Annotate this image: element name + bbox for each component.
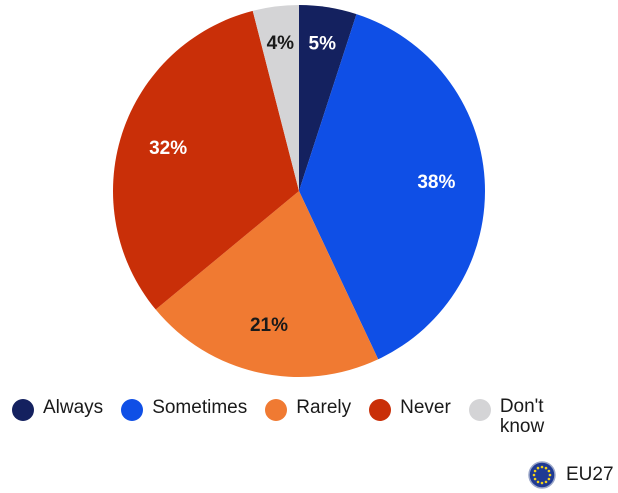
flag-star	[544, 466, 548, 470]
flag-star	[532, 473, 536, 477]
pie-slice-always	[299, 5, 357, 191]
slice-label-rarely: 21%	[250, 315, 288, 336]
legend-label-sometimes: Sometimes	[152, 397, 248, 418]
legend-label-rarely: Rarely	[296, 397, 352, 418]
flag-star	[533, 469, 537, 473]
flag-star	[540, 465, 544, 469]
flag-star	[540, 481, 544, 485]
legend-swatch-dont-know	[468, 399, 491, 421]
flag-star	[536, 480, 540, 484]
flag-star	[533, 477, 537, 481]
legend-item-never: Never	[369, 397, 451, 421]
legend: Always Sometimes Rarely Never Don't know	[12, 397, 574, 437]
eu-flag-icon	[528, 461, 556, 489]
legend-label-dont-know: Don't know	[499, 396, 545, 437]
legend-label-always: Always	[43, 397, 104, 418]
flag-star	[544, 480, 548, 484]
pie-slices	[112, 5, 485, 378]
slice-label-don-t-know: 4%	[267, 33, 295, 54]
pie-slice-sometimes	[299, 14, 485, 360]
legend-item-always: Always	[12, 397, 103, 421]
pie-slice-never	[112, 10, 300, 310]
pie-slice-don-t-know	[252, 5, 299, 191]
slice-label-never: 32%	[149, 138, 187, 159]
pie-slice-rarely	[155, 191, 379, 378]
region-indicator: EU27	[528, 461, 614, 489]
region-label: EU27	[566, 464, 614, 485]
flag-star	[548, 473, 552, 477]
flag-star	[536, 466, 540, 470]
legend-swatch-never	[369, 399, 392, 421]
legend-item-sometimes: Sometimes	[121, 397, 247, 421]
legend-swatch-rarely	[265, 399, 288, 421]
flag-star	[547, 477, 551, 481]
legend-label-never: Never	[400, 397, 451, 418]
legend-item-rarely: Rarely	[265, 397, 351, 421]
slice-label-always: 5%	[309, 34, 337, 55]
legend-swatch-sometimes	[121, 399, 144, 421]
legend-item-dont-know: Don't know	[468, 396, 556, 437]
pie-labels: 5% 38% 21% 32% 4%	[149, 33, 455, 336]
flag-star	[547, 469, 551, 473]
legend-swatch-always	[12, 399, 34, 421]
slice-label-sometimes: 38%	[417, 172, 455, 193]
